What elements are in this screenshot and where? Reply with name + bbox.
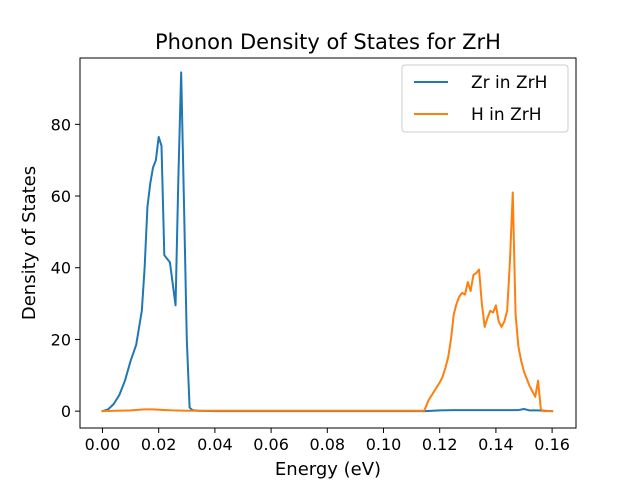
series-layer [101, 71, 554, 413]
y-tick-label: 20 [51, 330, 71, 349]
x-tick-label: 0.10 [366, 435, 402, 454]
x-tick-label: 0.06 [253, 435, 289, 454]
series-line-2 [101, 191, 554, 413]
x-axis: 0.00 0.02 0.04 0.06 0.08 0.10 0.12 0.14 0.16 [85, 428, 570, 454]
x-tick-label: 0.02 [141, 435, 177, 454]
y-tick-label: 60 [51, 187, 71, 206]
x-tick-label: 0.16 [534, 435, 570, 454]
legend: Zr in ZrH H in ZrH [401, 64, 569, 133]
axes-frame [79, 57, 577, 429]
x-tick-label: 0.04 [197, 435, 233, 454]
x-tick-label: 0.14 [478, 435, 514, 454]
y-tick-label: 0 [61, 402, 71, 421]
y-axis: 0 20 40 60 80 [51, 115, 80, 421]
chart-title: Phonon Density of States for ZrH [155, 30, 501, 54]
x-tick-label: 0.12 [422, 435, 458, 454]
series-line-1 [101, 71, 554, 413]
x-tick-label: 0.08 [309, 435, 345, 454]
legend-label-1: Zr in ZrH [471, 73, 547, 93]
legend-label-2: H in ZrH [471, 105, 542, 125]
y-tick-label: 40 [51, 259, 71, 278]
y-tick-label: 80 [51, 115, 71, 134]
y-axis-label: Density of States [19, 166, 40, 320]
x-tick-label: 0.00 [85, 435, 121, 454]
x-axis-label: Energy (eV) [275, 459, 381, 480]
